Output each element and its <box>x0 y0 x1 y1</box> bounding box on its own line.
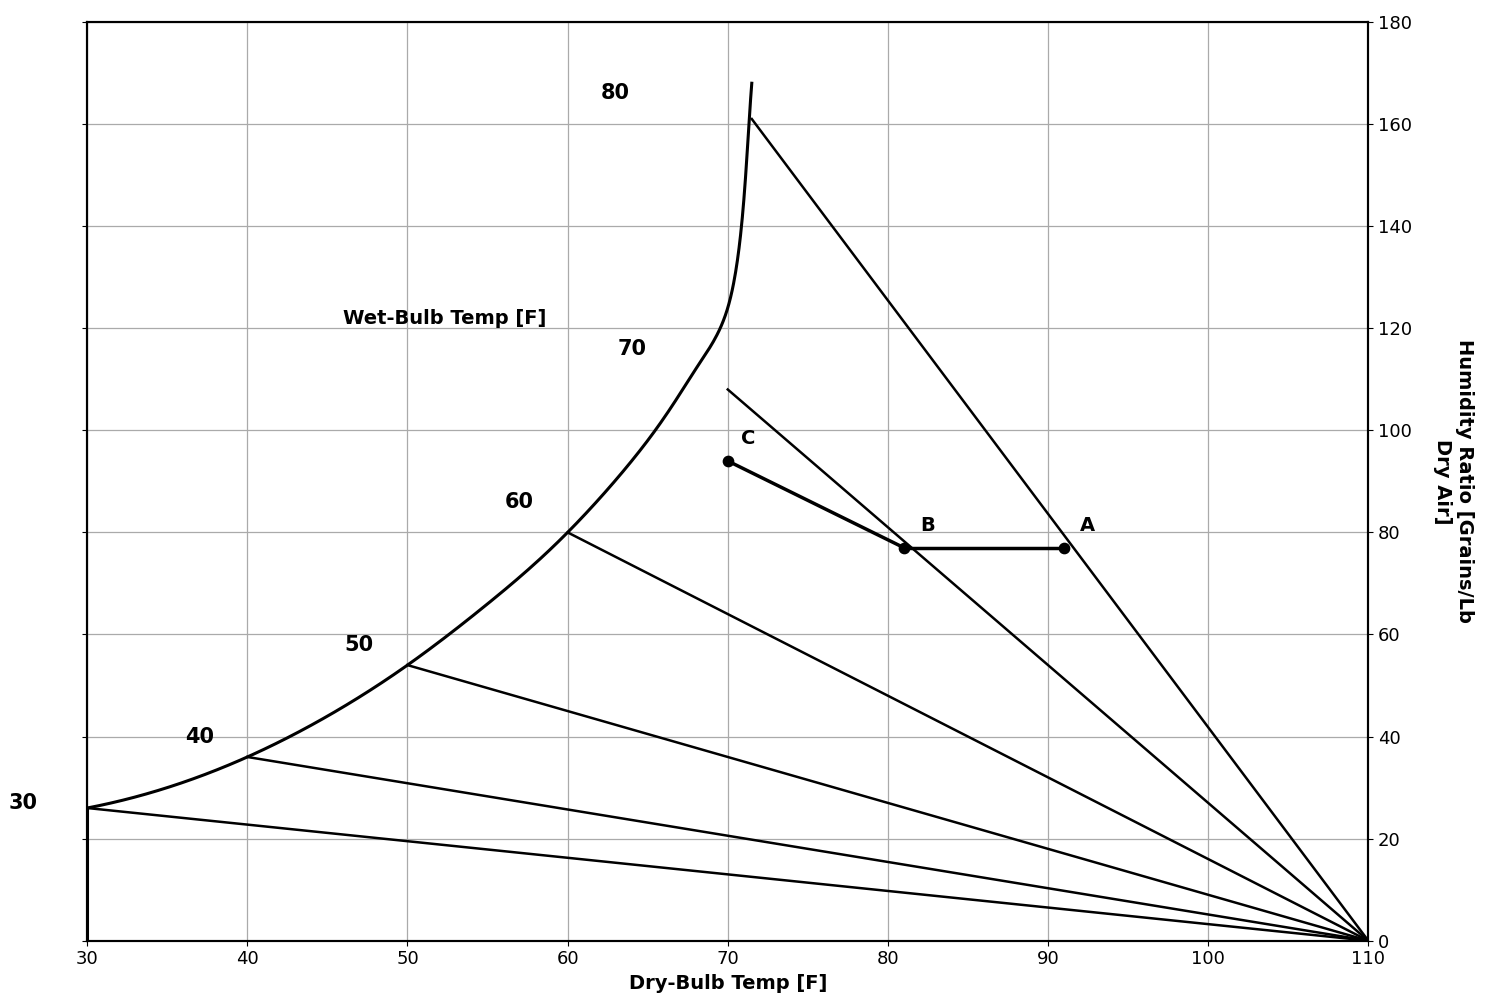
Point <box>716 453 740 469</box>
X-axis label: Dry-Bulb Temp [F]: Dry-Bulb Temp [F] <box>628 974 826 993</box>
Y-axis label: Humidity Ratio [Grains/Lb
Dry Air]: Humidity Ratio [Grains/Lb Dry Air] <box>1432 340 1474 623</box>
Text: A: A <box>1080 516 1096 535</box>
Text: 30: 30 <box>9 793 37 812</box>
Text: Wet-Bulb Temp [F]: Wet-Bulb Temp [F] <box>344 308 546 328</box>
Text: C: C <box>740 429 755 449</box>
Text: 60: 60 <box>505 492 535 512</box>
Point <box>1053 539 1077 555</box>
Text: B: B <box>920 516 935 535</box>
Text: 40: 40 <box>185 727 214 747</box>
Text: 50: 50 <box>345 635 374 654</box>
Text: 70: 70 <box>616 339 646 359</box>
Text: 80: 80 <box>602 84 630 104</box>
Point <box>892 539 916 555</box>
